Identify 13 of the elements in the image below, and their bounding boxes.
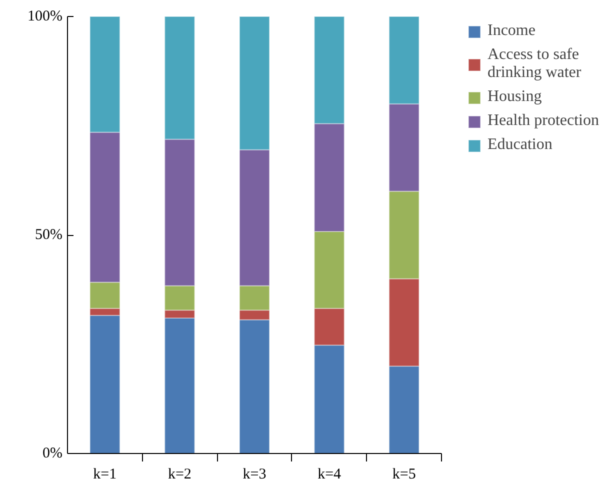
legend-label: Housing [487, 88, 542, 106]
legend-label: Health protection [487, 112, 599, 130]
legend-label: Access to safe drinking water [487, 46, 582, 82]
x-tick-label: k=3 [242, 466, 266, 482]
y-tick-label: 50% [35, 227, 63, 243]
x-tick-label: k=5 [392, 466, 416, 482]
legend-label: Income [487, 22, 536, 40]
x-tick-label: k=1 [93, 466, 117, 482]
x-tick-label: k=4 [318, 466, 342, 482]
y-tick-label: 0% [42, 446, 63, 462]
x-tick-label: k=2 [168, 466, 192, 482]
legend-label: Education [487, 136, 552, 154]
y-tick-label: 100% [28, 8, 63, 24]
